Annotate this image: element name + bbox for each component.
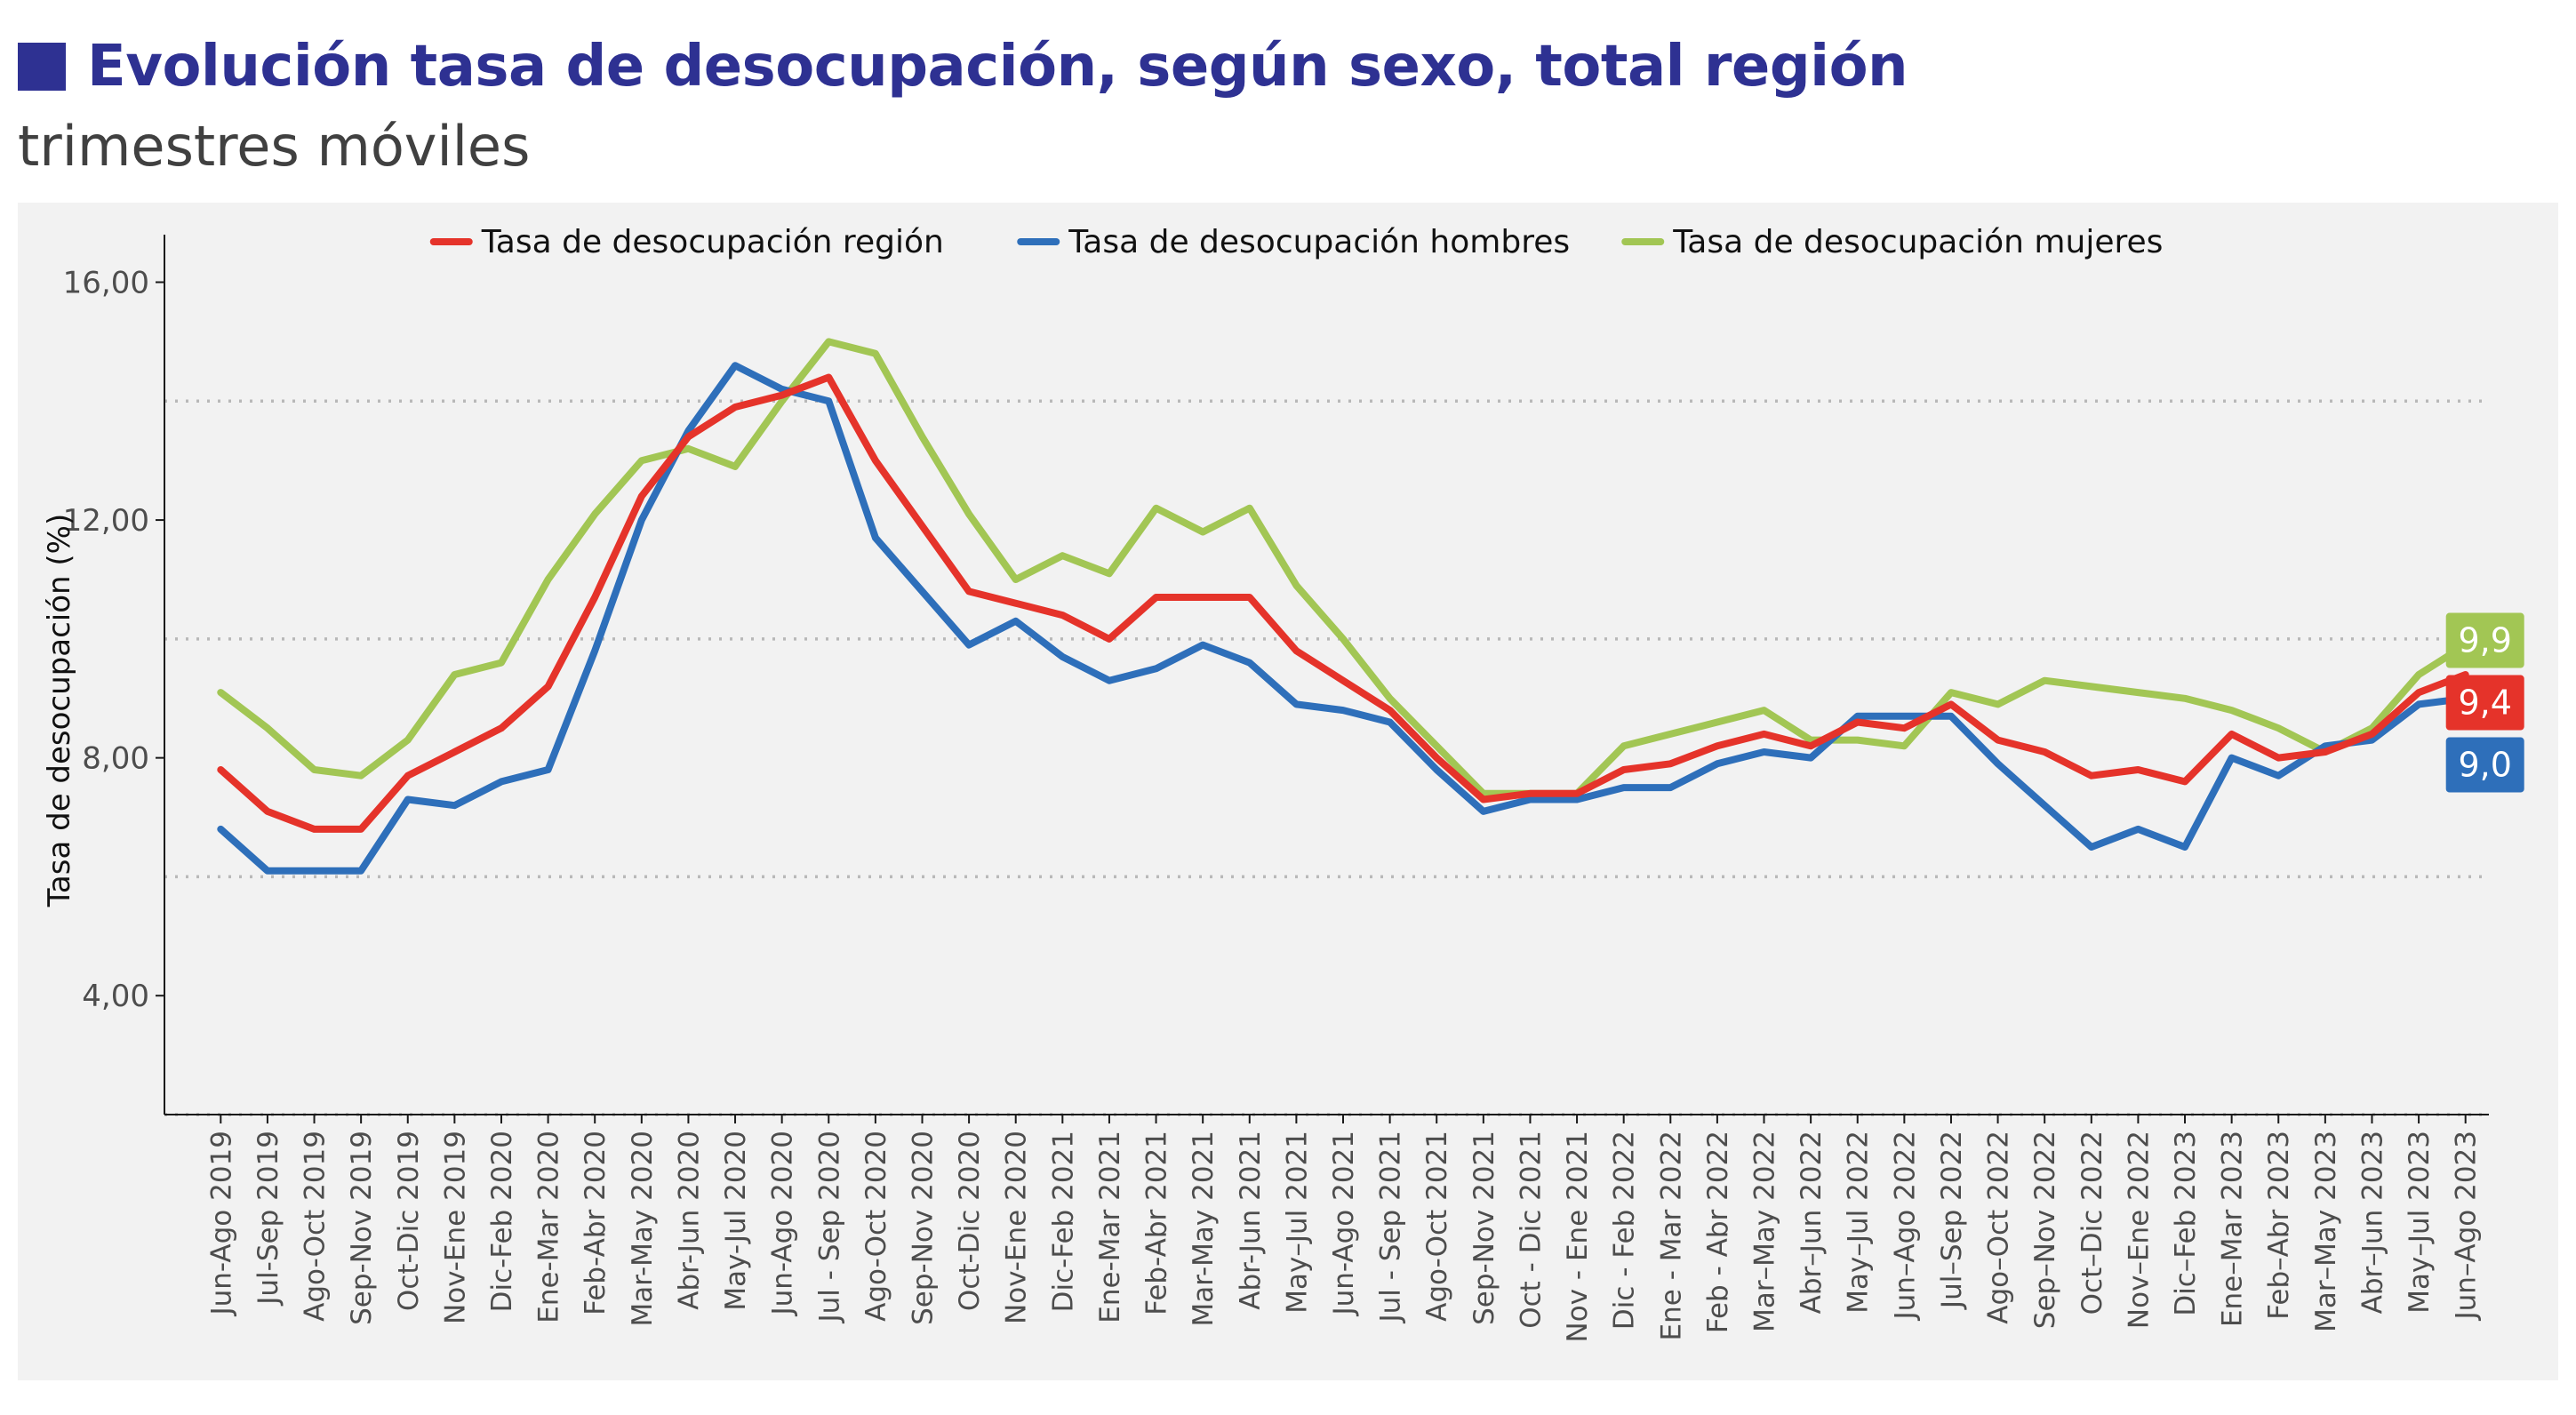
x-tick-label: Dic-Feb 2020 (486, 1131, 518, 1312)
x-tick-label: Abr–Jun 2023 (2356, 1131, 2388, 1314)
x-tick-label: Dic-Feb 2021 (1047, 1131, 1079, 1312)
x-tick-label: Sep-Nov 2019 (346, 1131, 378, 1325)
line-chart: 4,00 8,00 12,00 16,00 Tasa de desocupación (… (18, 203, 2558, 1380)
legend-label-1: Tasa de desocupación región (481, 224, 944, 260)
legend-label-3: Tasa de desocupación mujeres (1672, 224, 2163, 260)
x-tick-label: Jul - Sep 2020 (813, 1131, 845, 1323)
x-tick-label: Feb–Abr 2023 (2263, 1131, 2295, 1320)
x-tick-label: Dic–Feb 2023 (2170, 1131, 2202, 1316)
x-tick-label: Jul–Sep 2022 (1936, 1131, 1968, 1310)
x-tick-label: May–Jul 2021 (1281, 1131, 1313, 1314)
x-tick-label: Ene - Mar 2022 (1655, 1131, 1687, 1340)
x-tick-label: Sep-Nov 2021 (1468, 1131, 1500, 1325)
x-tick-label: Jun–Ago 2022 (1889, 1131, 1921, 1322)
x-tick-label: Nov–Ene 2022 (2123, 1131, 2155, 1329)
x-tick-label: Feb-Abr 2021 (1141, 1131, 1173, 1315)
x-tick-label: Sep-Nov 2020 (907, 1131, 939, 1325)
x-tick-label: Ene–Mar 2023 (2217, 1131, 2249, 1327)
x-tick-label: Jun–Ago 2023 (2451, 1131, 2483, 1322)
end-label-box-3 (2445, 612, 2524, 668)
y-tick-label: 8,00 (82, 741, 149, 777)
series-line-1 (217, 373, 2469, 833)
x-tick-label: Mar–May 2022 (1749, 1131, 1781, 1332)
x-tick-label: Dic - Feb 2022 (1609, 1131, 1641, 1330)
series-line-3 (217, 338, 2469, 797)
x-tick-label: May-Jul 2020 (720, 1131, 752, 1311)
x-tick-label: Oct-Dic 2019 (393, 1131, 425, 1311)
x-tick-label: May–Jul 2023 (2404, 1131, 2436, 1314)
chart-header: Evolución tasa de desocupación, según se… (18, 27, 2560, 179)
legend-label-2: Tasa de desocupación hombres (1068, 224, 1570, 260)
x-tick-label: Mar-May 2020 (627, 1131, 659, 1327)
chart-container: 4,00 8,00 12,00 16,00 Tasa de desocupación (… (18, 203, 2558, 1380)
x-tick-label: Jul-Sep 2019 (252, 1131, 284, 1307)
x-tick-label: Jun-Ago 2021 (1328, 1131, 1360, 1317)
x-tick-label: Feb-Abr 2020 (580, 1131, 612, 1315)
x-tick-label: Nov-Ene 2019 (439, 1131, 471, 1324)
x-tick-label: Jul - Sep 2021 (1375, 1131, 1407, 1323)
x-tick-label: Abr-Jun 2021 (1235, 1131, 1267, 1310)
x-tick-label: Mar–May 2023 (2310, 1131, 2342, 1332)
end-label-box-2 (2445, 737, 2524, 793)
x-tick-label: Ago-Oct 2020 (860, 1131, 892, 1322)
x-tick-label: Feb - Abr 2022 (1702, 1131, 1734, 1333)
y-tick-label: 12,00 (63, 503, 149, 539)
series-line-2 (217, 362, 2469, 875)
x-tick-label: Ago–Oct 2022 (1983, 1131, 2015, 1324)
y-tick-label: 16,00 (63, 266, 149, 301)
x-tick-label: Abr-Jun 2020 (673, 1131, 705, 1310)
x-tick-label: May–Jul 2022 (1843, 1131, 1875, 1314)
end-label-box-1 (2445, 675, 2524, 731)
end-label-2: 9,0 (2458, 746, 2511, 785)
x-tick-label: Oct - Dic 2021 (1515, 1131, 1547, 1329)
y-tick-label: 4,00 (82, 979, 149, 1014)
chart-subtitle: trimestres móviles (18, 114, 531, 179)
x-tick-label: Jun-Ago 2020 (767, 1131, 799, 1317)
x-tick-label: Ene-Mar 2020 (533, 1131, 565, 1323)
title-row: Evolución tasa de desocupación, según se… (18, 27, 2560, 107)
y-axis-title: Tasa de desocupación (%) (42, 514, 77, 907)
end-label-3: 9,9 (2458, 621, 2511, 660)
x-tick-label: Ago-Oct 2021 (1421, 1131, 1453, 1322)
title-square-icon (18, 43, 66, 91)
x-tick-label: Abr–Jun 2022 (1796, 1131, 1828, 1314)
x-tick-label: Sep–Nov 2022 (2029, 1131, 2061, 1329)
plot-panel (18, 203, 2558, 1380)
x-tick-label: Nov-Ene 2020 (1001, 1131, 1033, 1324)
x-tick-label: Nov - Ene 2021 (1562, 1131, 1594, 1342)
x-tick-label: Mar-May 2021 (1188, 1131, 1220, 1327)
end-label-1: 9,4 (2458, 684, 2511, 723)
x-tick-label: Ene-Mar 2021 (1094, 1131, 1126, 1323)
x-tick-label: Jun-Ago 2019 (205, 1131, 237, 1317)
x-tick-label: Oct-Dic 2020 (954, 1131, 986, 1311)
x-tick-label: Oct–Dic 2022 (2076, 1131, 2108, 1315)
chart-title: Evolución tasa de desocupación, según se… (87, 34, 1908, 100)
x-tick-label: Ago-Oct 2019 (300, 1131, 332, 1322)
